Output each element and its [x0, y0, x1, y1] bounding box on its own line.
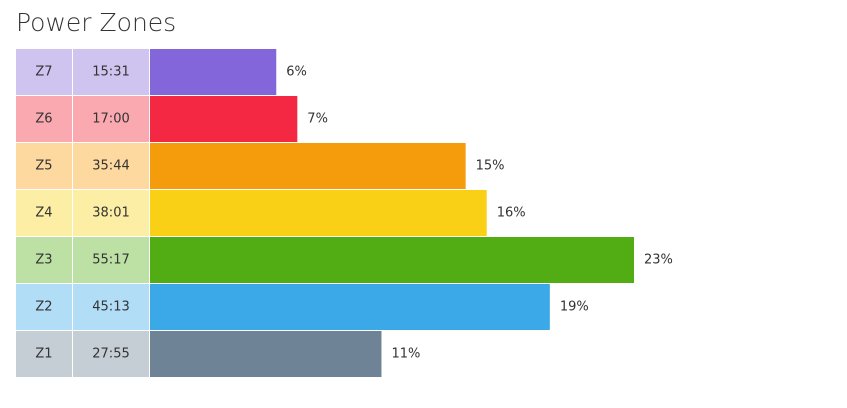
time-label: 35:44	[92, 159, 129, 174]
value-label: 7%	[307, 112, 328, 127]
time-cell	[73, 49, 149, 95]
time-label: 15:31	[92, 65, 129, 80]
zone-label: Z6	[35, 112, 52, 127]
bar	[150, 143, 466, 189]
value-label: 23%	[644, 253, 673, 268]
bar	[150, 331, 382, 377]
time-label: 27:55	[92, 347, 129, 362]
time-cell	[73, 237, 149, 283]
time-cell	[73, 143, 149, 189]
time-cell	[73, 190, 149, 236]
zone-label: Z7	[35, 65, 52, 80]
zone-cell	[16, 331, 72, 377]
zone-cell	[16, 237, 72, 283]
value-label: 19%	[560, 300, 589, 315]
bar	[150, 190, 487, 236]
bar	[150, 96, 298, 142]
time-label: 38:01	[92, 206, 129, 221]
time-label: 55:17	[92, 253, 129, 268]
time-label: 45:13	[92, 300, 129, 315]
bar	[150, 237, 634, 283]
bar	[150, 49, 277, 95]
zone-label: Z5	[35, 159, 52, 174]
zone-label: Z1	[35, 347, 52, 362]
time-cell	[73, 284, 149, 330]
zone-label: Z4	[35, 206, 52, 221]
value-label: 6%	[286, 65, 307, 80]
zone-label: Z2	[35, 300, 52, 315]
value-label: 11%	[391, 347, 420, 362]
zone-cell	[16, 284, 72, 330]
chart-title: Power Zones	[16, 8, 176, 37]
zone-cell	[16, 49, 72, 95]
time-label: 17:00	[92, 112, 129, 127]
time-cell	[73, 96, 149, 142]
bar	[150, 284, 550, 330]
value-label: 15%	[476, 159, 505, 174]
zone-cell	[16, 190, 72, 236]
value-label: 16%	[497, 206, 526, 221]
zone-label: Z3	[35, 253, 52, 268]
zone-cell	[16, 96, 72, 142]
zone-cell	[16, 143, 72, 189]
time-cell	[73, 331, 149, 377]
